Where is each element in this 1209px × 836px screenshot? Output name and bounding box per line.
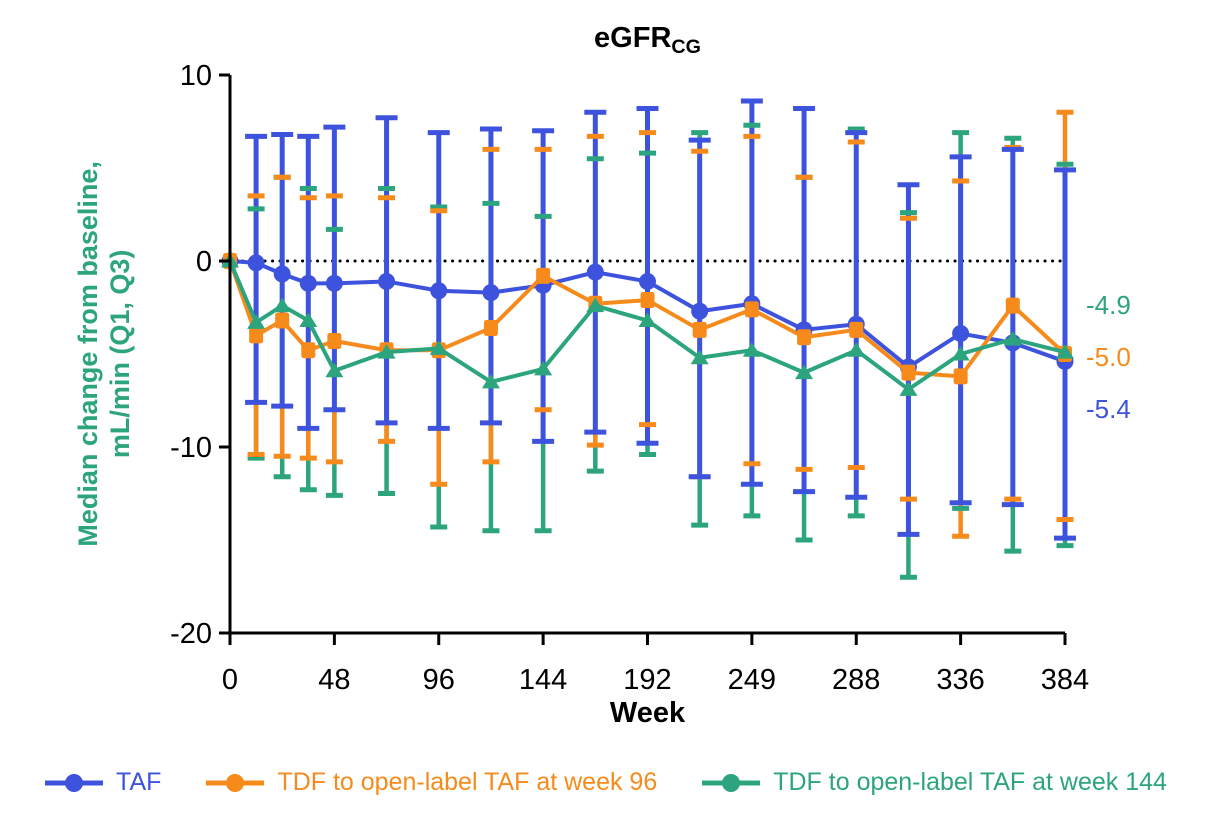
data-point	[247, 254, 265, 272]
x-tick-label: 384	[1041, 664, 1089, 696]
error-bars-tdf-to-taf-week-96	[253, 112, 1068, 537]
data-point	[952, 325, 970, 343]
y-tick-label: 0	[196, 246, 212, 278]
legend-marker-taf-icon	[45, 773, 104, 792]
data-point	[275, 312, 290, 329]
legend-label-taf: TAF	[116, 768, 162, 796]
data-point	[273, 265, 291, 283]
data-point	[899, 381, 918, 396]
x-ticks: 0 48 96 144 192 249 288 336 384	[222, 633, 1089, 696]
data-point	[847, 342, 866, 357]
chart-title-main: eGFR	[594, 22, 672, 54]
x-tick-label: 48	[318, 664, 350, 696]
data-point	[1003, 331, 1022, 346]
error-bar-caps-tdf-to-taf-week-144	[247, 122, 1074, 580]
data-point	[299, 312, 318, 328]
data-point	[744, 301, 759, 318]
data-point	[691, 302, 709, 320]
data-point	[849, 321, 864, 338]
x-tick-label: 288	[832, 664, 880, 696]
end-label-taf: -5.4	[1086, 394, 1131, 424]
chart-legend: TAF TDF to open-label TAF at week 96 TDF…	[0, 768, 1209, 797]
egfr-chart-plot: 10 0 -10 -20 0 48 96 144 192 249 288 336 384	[170, 60, 1089, 696]
x-tick-label: 249	[728, 664, 776, 696]
x-tick-label: 144	[519, 664, 567, 696]
data-point	[1056, 344, 1074, 359]
legend-dot-icon	[65, 773, 84, 792]
y-tick-label: 10	[180, 60, 212, 92]
error-bar-caps-tdf-to-taf-week-96	[247, 109, 1074, 539]
data-point	[951, 346, 970, 361]
data-point	[327, 332, 342, 349]
x-tick-label: 96	[423, 664, 455, 696]
data-point	[797, 329, 812, 346]
legend-item-taf: TAF	[42, 768, 161, 797]
data-point	[1005, 297, 1020, 314]
data-point	[378, 272, 396, 290]
error-bar-caps	[245, 98, 1076, 580]
legend-dot-icon	[722, 773, 741, 792]
data-point	[299, 274, 317, 292]
data-point	[742, 342, 761, 357]
end-label-tdf-to-taf-week-144: -4.9	[1086, 290, 1131, 320]
data-point	[638, 312, 657, 328]
data-point	[481, 373, 500, 389]
error-bar-caps-taf	[245, 98, 1076, 541]
data-point	[429, 340, 448, 355]
data-point	[273, 297, 292, 313]
error-bars-taf	[253, 101, 1068, 539]
markers-tdf-to-taf-week-144	[221, 253, 1074, 396]
x-tick-label: 336	[936, 664, 984, 696]
data-point	[377, 344, 396, 359]
data-point	[325, 362, 344, 378]
data-point	[534, 360, 553, 376]
chart-title-subscript: CG	[671, 35, 701, 58]
y-tick-label: -10	[170, 432, 212, 464]
data-point	[483, 319, 498, 336]
chart-title: eGFRCG	[230, 22, 1065, 59]
end-label-tdf-to-taf-week-96: -5.0	[1086, 342, 1131, 372]
data-point	[901, 364, 916, 381]
data-point	[953, 368, 968, 385]
data-point	[795, 364, 814, 380]
data-point	[430, 282, 448, 300]
data-point	[586, 297, 605, 313]
error-bar-lines	[253, 101, 1068, 578]
x-axis-label: Week	[609, 697, 686, 729]
data-point	[249, 327, 264, 344]
legend-item-tdf-to-taf-week-144: TDF to open-label TAF at week 144	[699, 768, 1167, 797]
legend-label-tdf-to-taf-week-144: TDF to open-label TAF at week 144	[773, 768, 1167, 796]
legend-marker-tdf144-icon	[702, 773, 761, 792]
y-ticks: 10 0 -10 -20	[170, 60, 230, 650]
data-point	[639, 272, 656, 290]
data-point	[536, 267, 551, 284]
data-point	[640, 292, 655, 309]
legend-dot-icon	[226, 773, 245, 792]
data-point	[301, 342, 316, 359]
data-point	[692, 321, 707, 338]
x-tick-label: 0	[222, 664, 238, 696]
data-point	[586, 263, 604, 281]
data-point	[325, 274, 343, 292]
legend-marker-tdf96-icon	[206, 773, 265, 792]
x-tick-label: 192	[623, 664, 671, 696]
legend-label-tdf-to-taf-week-96: TDF to open-label TAF at week 96	[277, 768, 658, 796]
legend-item-tdf-to-taf-week-96: TDF to open-label TAF at week 96	[203, 768, 657, 797]
data-point	[247, 314, 266, 329]
y-tick-label: -20	[170, 618, 212, 650]
data-point	[690, 349, 709, 365]
data-point	[482, 284, 500, 302]
error-bars-tdf-to-taf-week-144	[253, 125, 1068, 578]
